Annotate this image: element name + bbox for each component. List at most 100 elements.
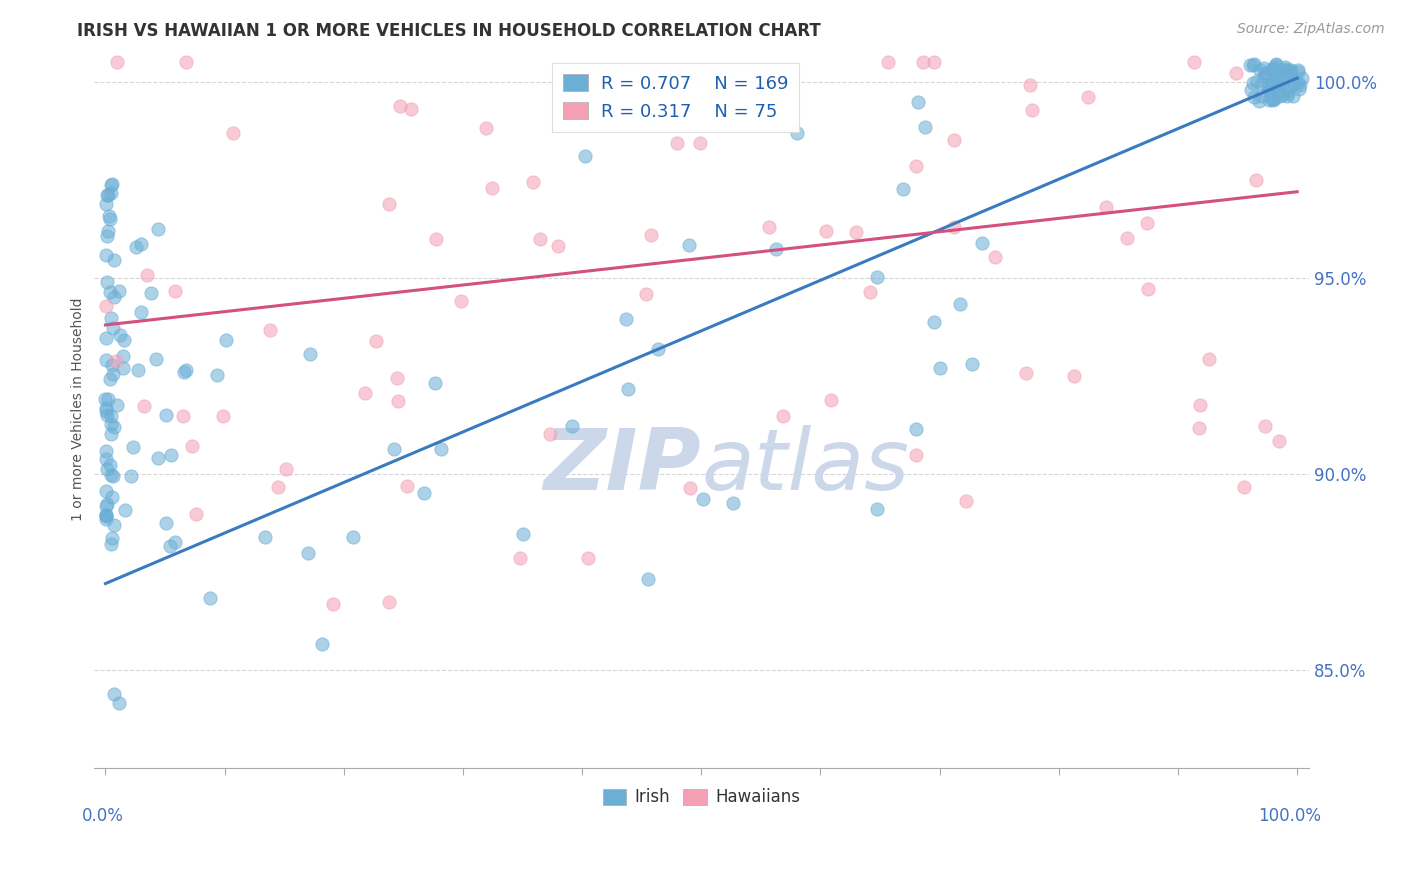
Point (1264, 60, 1286, 74)
Point (94, 196, 117, 211)
Point (1286, 76, 1309, 90)
Point (1271, 88, 1294, 103)
Point (121, 440, 143, 454)
Point (155, 409, 177, 423)
Point (148, 221, 170, 235)
Point (145, 351, 167, 366)
Point (423, 376, 446, 390)
Point (297, 545, 319, 559)
Text: 100.0%: 100.0% (1258, 807, 1322, 825)
Point (97, 209, 120, 223)
Point (299, 347, 322, 361)
Point (165, 284, 187, 298)
Point (616, 382, 638, 396)
Point (125, 240, 148, 254)
Point (1249, 95, 1271, 109)
Point (1250, 63, 1272, 78)
Point (943, 133, 966, 147)
Point (1261, 77, 1284, 91)
Point (1264, 68, 1286, 82)
Point (1286, 65, 1309, 79)
Point (159, 539, 181, 553)
Point (377, 594, 399, 608)
Point (399, 102, 422, 116)
Point (1278, 78, 1301, 92)
Text: Source: ZipAtlas.com: Source: ZipAtlas.com (1237, 22, 1385, 37)
Point (1240, 83, 1263, 97)
Point (101, 490, 124, 504)
Point (637, 573, 659, 587)
Point (96, 462, 118, 476)
Point (702, 87, 724, 102)
Point (634, 286, 657, 301)
Point (679, 481, 702, 495)
Point (1264, 58, 1286, 72)
Point (481, 181, 503, 195)
Point (1274, 60, 1296, 74)
Point (1233, 480, 1256, 494)
Point (100, 310, 122, 325)
Point (132, 399, 155, 413)
Point (772, 409, 794, 423)
Point (1250, 77, 1272, 91)
Point (1265, 76, 1288, 90)
Point (129, 304, 152, 318)
Point (907, 95, 929, 109)
Point (342, 530, 364, 544)
Point (1279, 63, 1302, 78)
Point (547, 239, 569, 253)
Point (94, 443, 117, 458)
Point (100, 427, 122, 442)
Point (758, 219, 780, 234)
Text: ZIP: ZIP (544, 425, 702, 508)
Point (1288, 82, 1310, 96)
Point (94, 404, 117, 418)
Point (96, 229, 118, 244)
Point (104, 354, 127, 368)
Point (120, 469, 142, 483)
Y-axis label: 1 or more Vehicles in Household: 1 or more Vehicles in Household (72, 297, 86, 521)
Point (1253, 69, 1275, 83)
Point (267, 480, 290, 494)
Point (174, 363, 197, 377)
Point (377, 197, 399, 211)
Point (1115, 231, 1137, 245)
Point (114, 503, 136, 517)
Point (129, 237, 152, 252)
Point (96, 499, 118, 513)
Point (845, 226, 868, 240)
Point (94, 299, 117, 313)
Point (866, 270, 889, 285)
Point (616, 312, 638, 326)
Point (212, 409, 235, 424)
Point (111, 349, 134, 363)
Point (1257, 80, 1279, 95)
Point (1063, 368, 1085, 383)
Point (1250, 89, 1272, 103)
Point (430, 442, 453, 456)
Point (136, 268, 159, 282)
Point (1241, 77, 1264, 91)
Point (1289, 78, 1312, 93)
Point (98, 285, 121, 300)
Point (1188, 421, 1211, 435)
Point (94, 508, 117, 523)
Point (205, 368, 228, 382)
Point (1270, 88, 1292, 103)
Point (765, 242, 787, 256)
Point (1272, 73, 1295, 87)
Point (176, 55, 198, 70)
Point (127, 363, 149, 377)
Point (101, 320, 124, 334)
Point (972, 236, 994, 251)
Point (1253, 62, 1275, 76)
Point (1261, 92, 1284, 106)
Text: 0.0%: 0.0% (82, 807, 124, 825)
Point (112, 333, 135, 347)
Point (891, 182, 914, 196)
Point (97, 392, 120, 407)
Point (904, 449, 927, 463)
Point (914, 120, 936, 135)
Point (678, 238, 700, 252)
Point (475, 120, 498, 135)
